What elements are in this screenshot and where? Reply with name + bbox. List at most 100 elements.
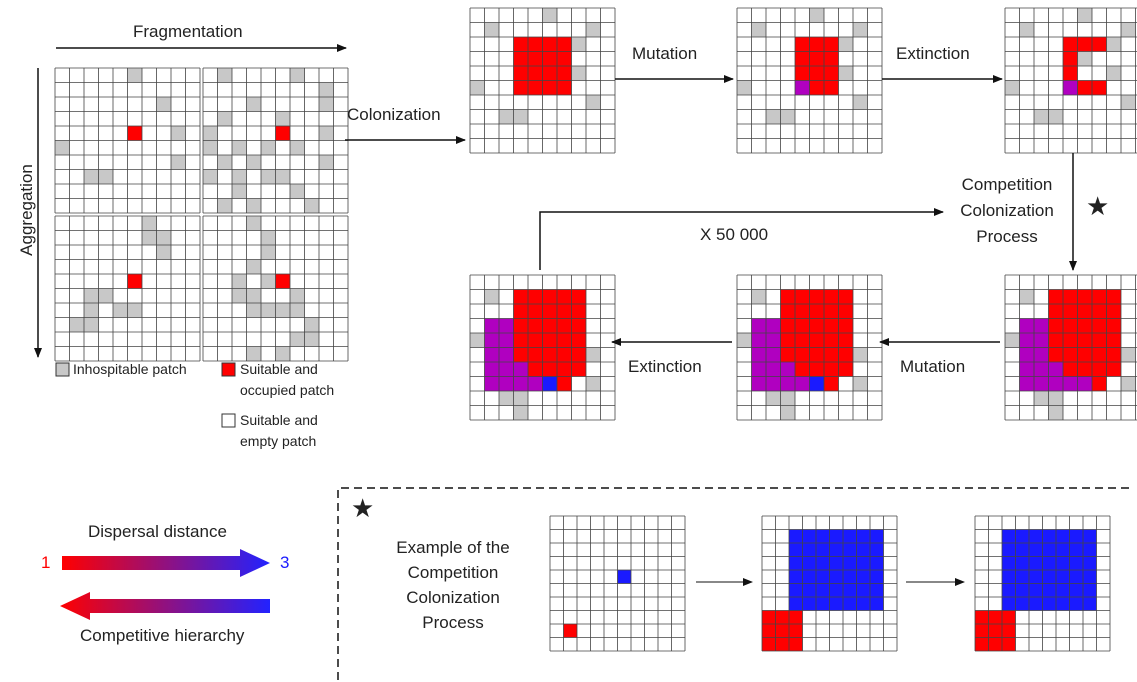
grid-cell (1048, 376, 1063, 391)
grid-cell (1029, 529, 1043, 543)
grid-cell (513, 333, 528, 348)
grid-cell (1092, 80, 1107, 95)
legend-empty-1: Suitable and (240, 412, 318, 428)
grid-cell (217, 111, 232, 126)
grid-cell (84, 288, 99, 303)
grid-cell (1048, 347, 1063, 362)
grid-cell (1092, 37, 1107, 52)
grid-cell (528, 37, 543, 52)
grid-cell (1092, 376, 1107, 391)
grid-cell (290, 140, 305, 155)
grid-cell (809, 51, 824, 66)
grid-cell (528, 362, 543, 377)
grid-cell (1015, 556, 1029, 570)
grid-cell (1002, 583, 1016, 597)
grid-cell (470, 333, 485, 348)
grid-cell (484, 289, 499, 304)
grid-cell (557, 376, 572, 391)
grid-cell (1048, 289, 1063, 304)
grid-cell (542, 304, 557, 319)
mutation-mid-label: Mutation (900, 357, 966, 376)
grid-cell (780, 362, 795, 377)
grid-cell (484, 347, 499, 362)
grid-cell (809, 318, 824, 333)
grid-cell (780, 347, 795, 362)
grid-cell (542, 333, 557, 348)
grid-cell (795, 333, 810, 348)
grid-cell (232, 274, 247, 289)
step-extinction (1004, 7, 1137, 154)
grid-cell (557, 37, 572, 52)
grid-cell (1029, 543, 1043, 557)
competition-label-2: Colonization (960, 201, 1054, 220)
grid-cell (856, 583, 870, 597)
grid-cell (142, 230, 157, 245)
grid-cell (484, 318, 499, 333)
grid-cell (824, 80, 839, 95)
example-label-3: Colonization (406, 588, 500, 607)
inhospitable-swatch (55, 362, 70, 377)
grid-cell (824, 51, 839, 66)
grid-cell (789, 637, 803, 651)
grid-cell (586, 95, 601, 110)
legend-occupied-2: occupied patch (240, 382, 335, 398)
grid-cell (780, 109, 795, 124)
grid-cell (142, 216, 157, 231)
grid-cell (775, 610, 789, 624)
grid-cell (853, 347, 868, 362)
grid-cell (795, 80, 810, 95)
grid-cell (513, 66, 528, 81)
grid-cell (1048, 362, 1063, 377)
grid-cell (1083, 543, 1097, 557)
grid-cell (838, 66, 853, 81)
grid-cell (513, 37, 528, 52)
grid-cell (824, 333, 839, 348)
grid-cell (780, 405, 795, 420)
grid-cell (1019, 333, 1034, 348)
grid-cell (1002, 637, 1016, 651)
grid-cell (816, 543, 830, 557)
grid-cell (528, 304, 543, 319)
grid-cell (246, 198, 261, 213)
grid-cell (246, 216, 261, 231)
grid-cell (84, 303, 99, 318)
grid-cell (513, 405, 528, 420)
grid-cell (1092, 362, 1107, 377)
grid-cell (542, 8, 557, 23)
grid-cell (69, 317, 84, 332)
grid-cell (1063, 347, 1078, 362)
grid-cell (780, 318, 795, 333)
grid-cell (1121, 376, 1136, 391)
grid-cell (319, 126, 334, 141)
grid-cell (1056, 583, 1070, 597)
grid-cell (751, 318, 766, 333)
grid-cell (1042, 529, 1056, 543)
grid-cell (789, 610, 803, 624)
grid-cell (528, 289, 543, 304)
grid-cell (1005, 333, 1020, 348)
grid-cell (156, 230, 171, 245)
grid-cell (843, 543, 857, 557)
grid-cell (824, 37, 839, 52)
grid-cell (542, 362, 557, 377)
grid-cell (246, 97, 261, 112)
grid-cell (217, 155, 232, 170)
grid-cell (1092, 289, 1107, 304)
legend-inhospitable: Inhospitable patch (73, 361, 187, 377)
grid-cell (513, 80, 528, 95)
grid-cell (1019, 22, 1034, 37)
example-label-2: Competition (407, 563, 499, 582)
example-box (337, 487, 1134, 680)
grid-cell (816, 597, 830, 611)
grid-cell (780, 333, 795, 348)
grid-cell (838, 362, 853, 377)
dispersal-distance-label: Dispersal distance (88, 522, 227, 541)
grid-cell (1034, 347, 1049, 362)
grid-cell (829, 529, 843, 543)
grid-cell (1077, 362, 1092, 377)
grid-cell (1069, 583, 1083, 597)
grid-cell (824, 347, 839, 362)
grid-cell (261, 303, 276, 318)
grid-cell (246, 303, 261, 318)
hierarchy-arrow (60, 592, 270, 620)
